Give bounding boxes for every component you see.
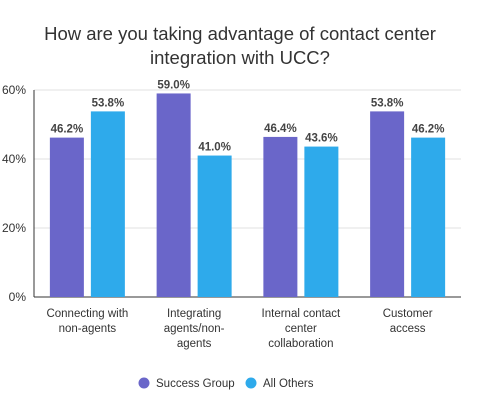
x-category-label-1-1: Connecting with [46, 308, 128, 320]
y-tick-label-20: 20% [2, 221, 26, 235]
x-category-label-1-2: non-agents [59, 323, 117, 335]
bar-1-1 [49, 137, 84, 297]
bar-2-2 [197, 155, 232, 297]
x-category-label-4-2: access [390, 323, 426, 335]
bar-1-4 [370, 111, 405, 297]
x-category-label-3-3: collaboration [268, 338, 333, 350]
legend-label-1: Success Group [156, 378, 235, 390]
data-label-2-2: 41.0% [198, 142, 231, 154]
y-tick-label-40: 40% [2, 152, 26, 166]
bar-1-2 [156, 93, 191, 297]
legend-marker-1 [138, 377, 150, 389]
x-category-label-2-3: agents [177, 338, 212, 350]
data-label-2-4: 46.2% [412, 124, 445, 136]
chart-title-line-2: integration with UCC? [150, 47, 330, 68]
chart-title: How are you taking advantage of contact … [0, 22, 480, 70]
chart-title-line-1: How are you taking advantage of contact … [44, 23, 436, 44]
x-category-label-3-2: center [285, 323, 317, 335]
data-label-2-3: 43.6% [305, 133, 338, 145]
x-category-label-2-1: Integrating [167, 308, 221, 320]
y-tick-label-60: 60% [2, 83, 26, 97]
bar-2-3 [304, 146, 339, 297]
x-category-label-3-1: Internal contact [262, 308, 341, 320]
legend-marker-2 [245, 377, 257, 389]
data-label-1-4: 53.8% [371, 97, 404, 109]
data-label-1-3: 46.4% [264, 123, 297, 135]
data-label-1-1: 46.2% [51, 124, 84, 136]
x-category-label-2-2: agents/non- [164, 323, 225, 335]
bar-1-3 [263, 136, 298, 297]
y-tick-label-0: 0% [9, 290, 27, 304]
bar-2-1 [90, 111, 125, 297]
data-label-2-1: 53.8% [92, 97, 125, 109]
data-label-1-2: 59.0% [157, 79, 190, 91]
x-category-label-4-1: Customer [383, 308, 433, 320]
legend-label-2: All Others [263, 378, 314, 390]
bar-2-4 [411, 137, 446, 297]
